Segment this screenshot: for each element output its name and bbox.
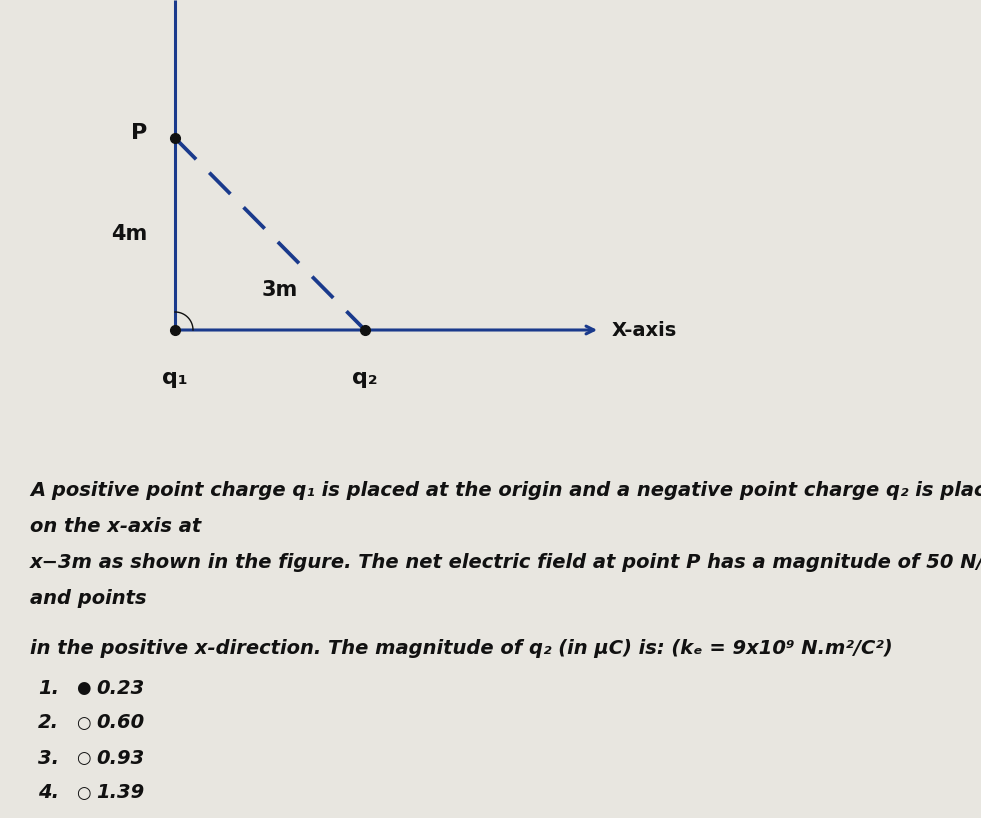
Text: in the positive x-direction. The magnitude of q₂ (in μC) is: (kₑ = 9x10⁹ N.m²/C²: in the positive x-direction. The magnitu… xyxy=(30,639,893,658)
Text: q₁: q₁ xyxy=(162,368,187,388)
Text: 3.: 3. xyxy=(38,748,59,767)
Text: X-axis: X-axis xyxy=(612,321,677,339)
Text: 0.93: 0.93 xyxy=(96,748,144,767)
Text: ●: ● xyxy=(76,679,90,697)
Text: x−3m as shown in the figure. The net electric field at point P has a magnitude o: x−3m as shown in the figure. The net ele… xyxy=(30,552,981,572)
Text: 2.: 2. xyxy=(38,713,59,732)
Text: ○: ○ xyxy=(76,749,90,767)
Text: 1.39: 1.39 xyxy=(96,784,144,802)
Text: and points: and points xyxy=(30,588,146,608)
Text: 4m: 4m xyxy=(111,224,147,244)
Text: 1.: 1. xyxy=(38,678,59,698)
Text: ○: ○ xyxy=(76,784,90,802)
Text: 0.60: 0.60 xyxy=(96,713,144,732)
Text: A positive point charge q₁ is placed at the origin and a negative point charge q: A positive point charge q₁ is placed at … xyxy=(30,480,981,500)
Text: P: P xyxy=(130,123,147,143)
Text: q₂: q₂ xyxy=(352,368,378,388)
Text: on the x-axis at: on the x-axis at xyxy=(30,516,201,536)
Text: 4.: 4. xyxy=(38,784,59,802)
Text: 3m: 3m xyxy=(262,280,298,300)
Text: ○: ○ xyxy=(76,714,90,732)
Text: 0.23: 0.23 xyxy=(96,678,144,698)
